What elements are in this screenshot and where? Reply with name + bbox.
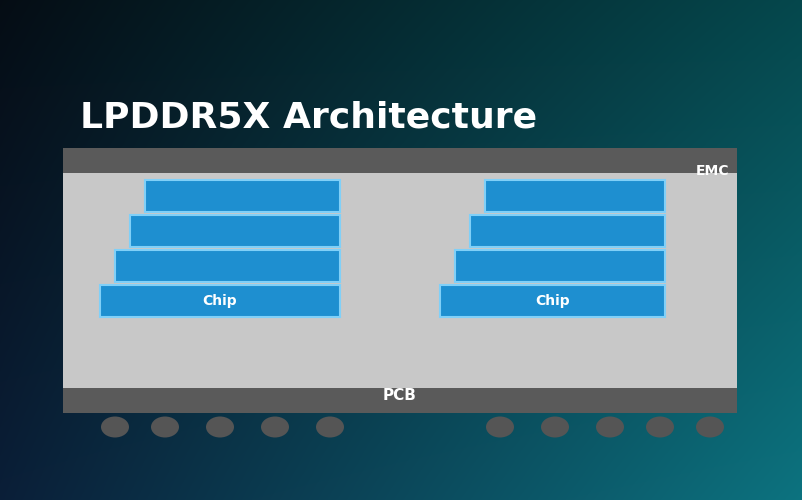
Bar <box>145 180 340 212</box>
Bar <box>63 148 737 413</box>
Text: PCB: PCB <box>383 388 417 402</box>
Ellipse shape <box>151 416 179 438</box>
Ellipse shape <box>646 416 674 438</box>
Bar <box>63 173 737 388</box>
Ellipse shape <box>596 416 624 438</box>
Bar <box>485 180 665 212</box>
Text: Chip: Chip <box>203 294 237 308</box>
Text: LPDDR5X Architecture: LPDDR5X Architecture <box>80 101 537 135</box>
Ellipse shape <box>541 416 569 438</box>
Ellipse shape <box>206 416 234 438</box>
Ellipse shape <box>486 416 514 438</box>
Ellipse shape <box>261 416 289 438</box>
Text: EMC: EMC <box>695 164 729 178</box>
Ellipse shape <box>696 416 724 438</box>
Bar <box>115 250 340 282</box>
Bar <box>100 285 340 317</box>
Bar <box>470 215 665 247</box>
Ellipse shape <box>316 416 344 438</box>
Text: Chip: Chip <box>535 294 569 308</box>
Bar <box>440 285 665 317</box>
Bar <box>130 215 340 247</box>
Bar <box>455 250 665 282</box>
Ellipse shape <box>101 416 129 438</box>
